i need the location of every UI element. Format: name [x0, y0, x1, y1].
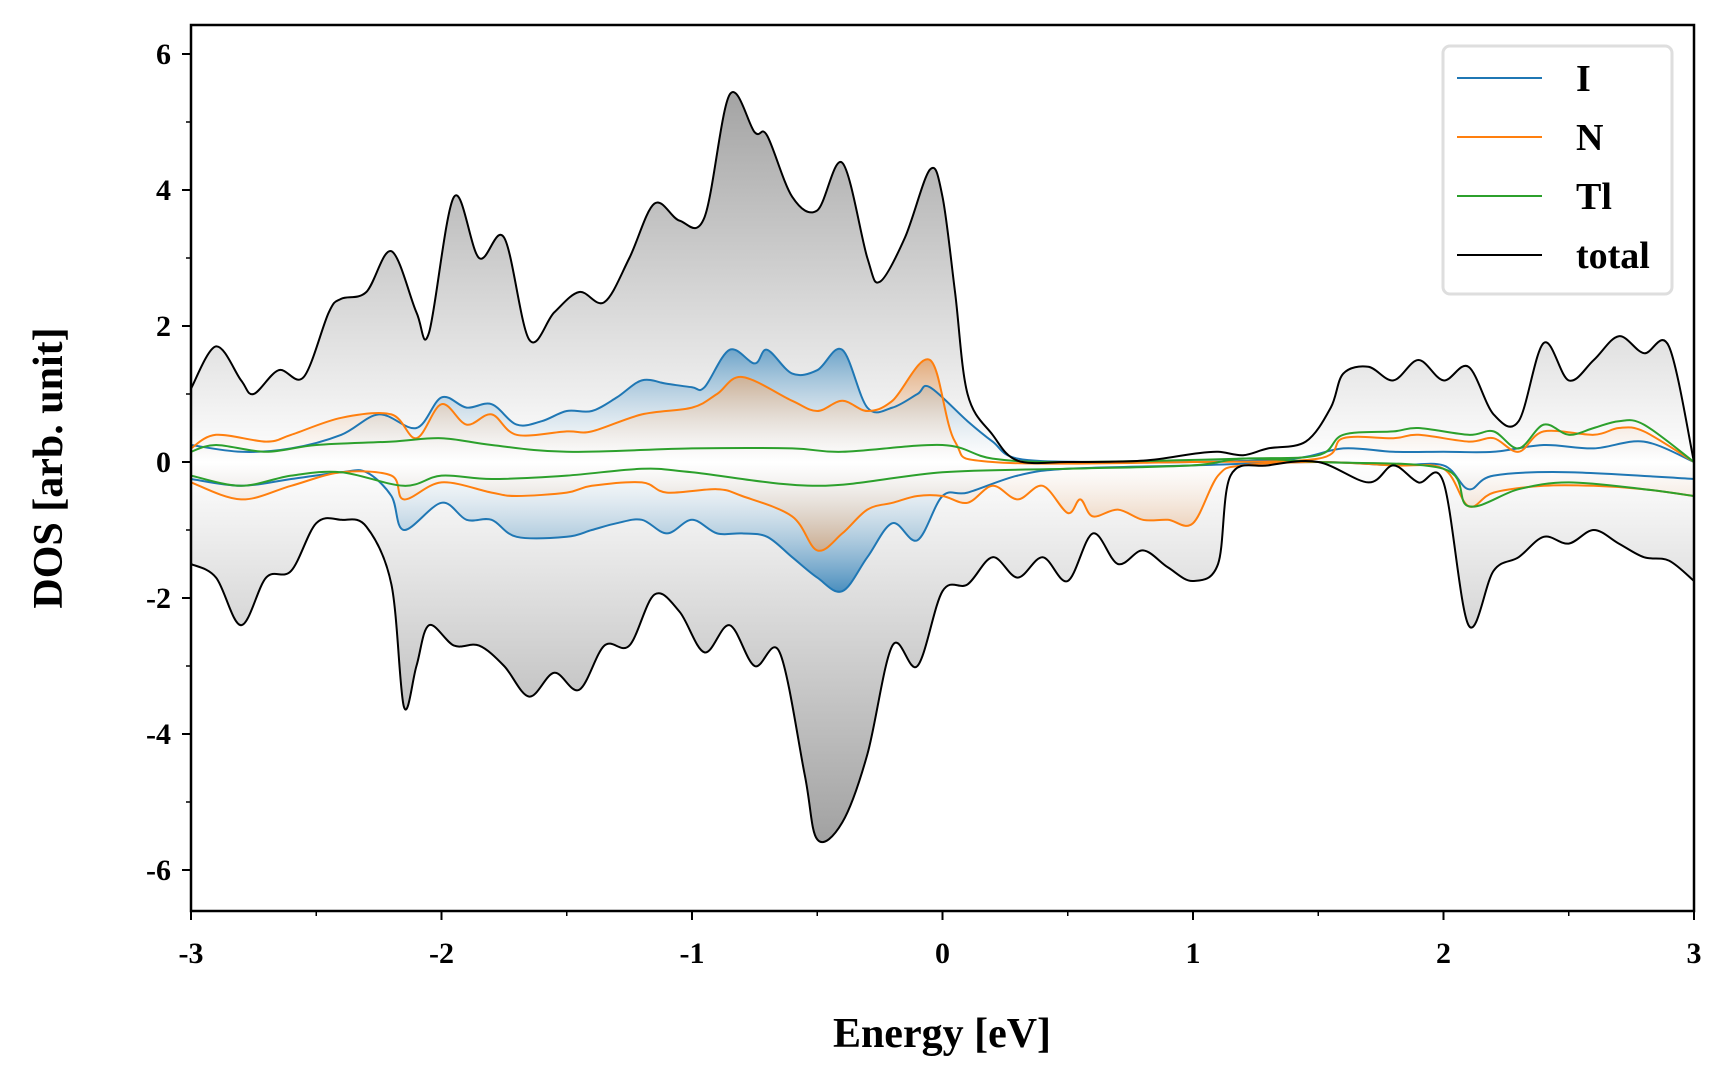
legend-label-tl: Tl	[1576, 176, 1612, 218]
legend: IN Tl total	[1441, 44, 1674, 296]
n-down-line	[191, 460, 1694, 552]
total-up-fill	[191, 92, 1694, 464]
y-tick-label: 0	[156, 446, 171, 479]
legend-label-i: I	[1576, 58, 1591, 100]
legend-box	[1441, 44, 1674, 296]
total-down-line	[191, 460, 1694, 844]
n-down-fill	[191, 462, 1694, 551]
x-tick-label: 2	[1436, 937, 1451, 970]
y-tick-label: -4	[146, 718, 171, 751]
y-tick-label: 4	[156, 174, 171, 207]
y-tick-label: 6	[156, 38, 171, 71]
x-axis-label: Energy [eV]	[833, 1011, 1051, 1057]
legend-label-total: total	[1576, 235, 1650, 277]
legend-label-n: N	[1576, 117, 1603, 159]
x-tick-label: -2	[429, 937, 454, 970]
y-axis-label: DOS [arb. unit]	[26, 327, 72, 608]
tl-down-line	[191, 457, 1694, 508]
i-down-fill	[191, 462, 1694, 592]
x-tick-label: -3	[179, 937, 204, 970]
total-up-line	[191, 91, 1694, 465]
x-tick-label: -1	[680, 937, 705, 970]
y-tick-label: -2	[146, 582, 171, 615]
x-tick-label: 0	[935, 937, 950, 970]
y-tick-label: 2	[156, 310, 171, 343]
i-up-line	[191, 347, 1694, 464]
n-up-line	[191, 358, 1694, 465]
total-down-fill	[191, 461, 1694, 843]
y-tick-label: -6	[146, 854, 171, 887]
n-up-fill	[191, 359, 1694, 464]
x-tick-label: 1	[1186, 937, 1201, 970]
x-tick-label: 3	[1687, 937, 1702, 970]
